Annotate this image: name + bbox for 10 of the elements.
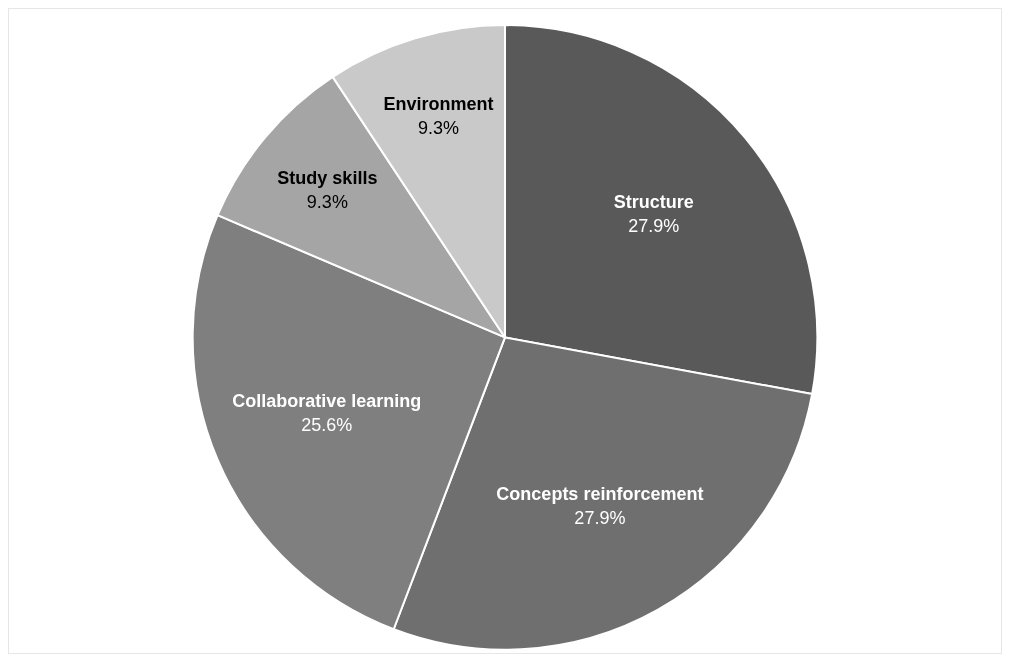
slice-label: Environment xyxy=(383,94,494,115)
data-label: 27.9% xyxy=(628,215,680,236)
slice-label: Structure xyxy=(613,191,694,212)
data-label: 9.3% xyxy=(306,191,348,212)
data-label: 9.3% xyxy=(417,118,459,139)
data-label: 25.6% xyxy=(301,415,353,436)
data-label: 27.9% xyxy=(574,508,626,529)
slice-label: Concepts reinforcement xyxy=(496,484,704,505)
slice-label: Collaborative learning xyxy=(232,391,422,412)
slice-label: Study skills xyxy=(277,167,378,188)
